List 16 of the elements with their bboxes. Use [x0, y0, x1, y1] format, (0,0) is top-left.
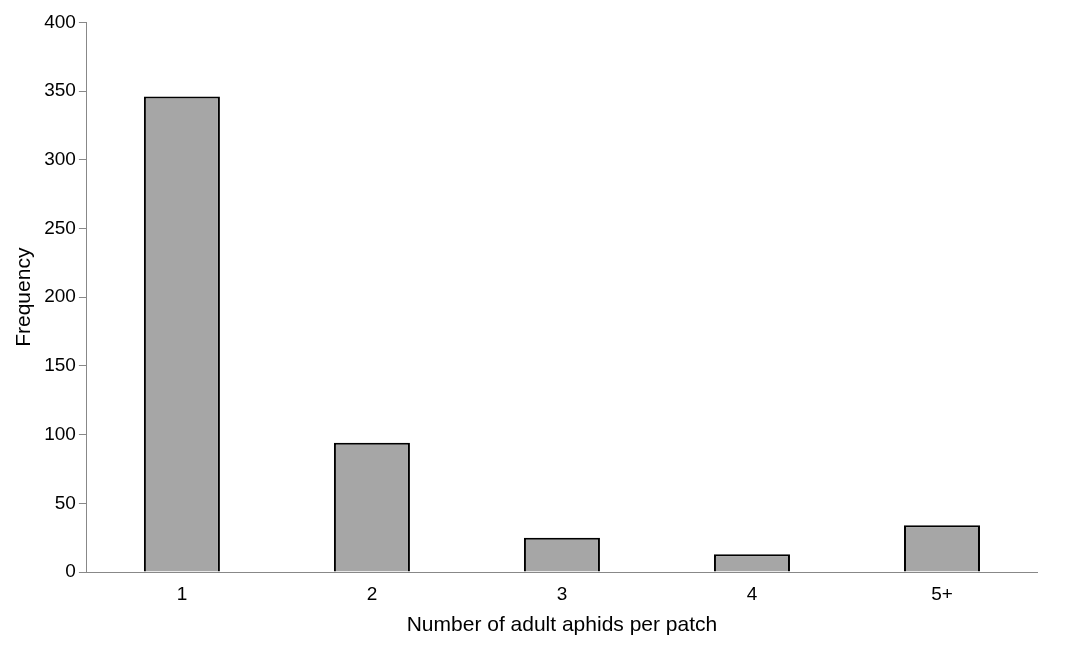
x-tick-label: 4 [746, 582, 758, 604]
y-tick-label: 150 [44, 354, 76, 376]
x-tick-label: 2 [366, 582, 378, 604]
y-tick-label: 250 [44, 216, 76, 238]
x-tick-label: 3 [556, 582, 568, 604]
x-axis-title: Number of adult aphids per patch [406, 612, 718, 636]
x-tick-label: 1 [176, 582, 188, 604]
y-tick-label: 100 [44, 422, 76, 444]
y-tick-label: 400 [44, 10, 76, 32]
y-tick-label: 300 [44, 148, 76, 170]
x-tick-label: 5+ [931, 582, 953, 604]
y-tick-label: 0 [65, 560, 76, 582]
y-tick-label: 350 [44, 79, 76, 101]
y-tick-label: 50 [54, 491, 76, 513]
y-axis-title: Frequency [11, 247, 35, 347]
y-tick-label: 200 [44, 285, 76, 307]
